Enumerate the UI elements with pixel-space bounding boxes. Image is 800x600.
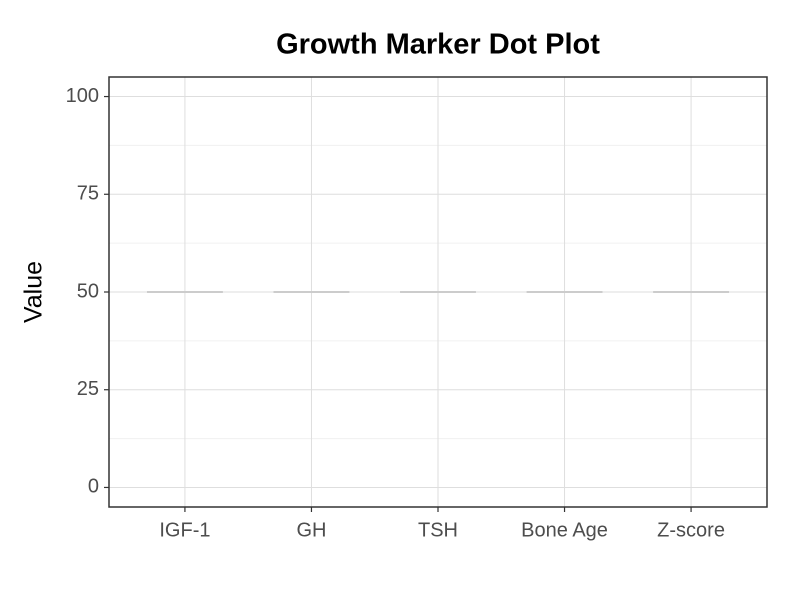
x-tick-label: Z-score <box>657 519 725 541</box>
y-axis-label: Value <box>20 261 48 323</box>
y-tick-label: 100 <box>66 85 99 107</box>
chart-title: Growth Marker Dot Plot <box>276 29 600 61</box>
y-tick-label: 25 <box>77 378 99 400</box>
x-tick-label: IGF-1 <box>159 519 210 541</box>
y-tick-label: 0 <box>88 476 99 498</box>
x-tick-label: TSH <box>418 519 458 541</box>
plot-border <box>108 76 768 508</box>
x-tick-label: Bone Age <box>521 519 608 541</box>
x-tick-label: GH <box>296 519 326 541</box>
y-tick-label: 50 <box>77 280 99 302</box>
y-tick-label: 75 <box>77 183 99 205</box>
